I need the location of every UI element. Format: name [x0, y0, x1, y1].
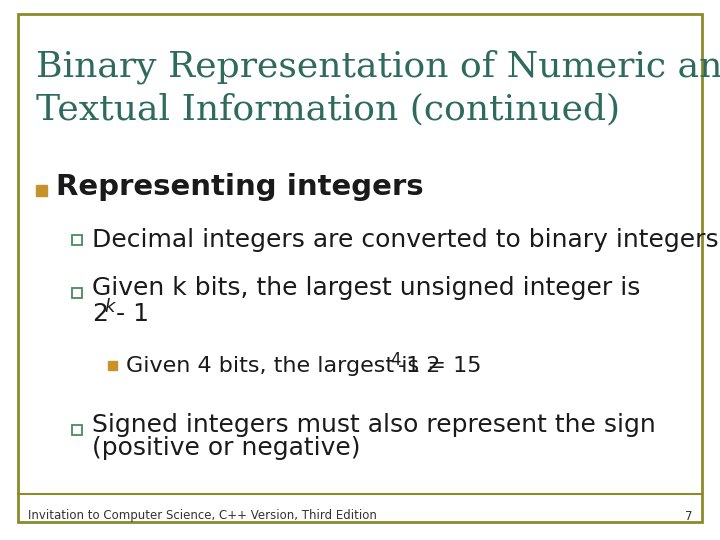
Text: Given 4 bits, the largest is 2: Given 4 bits, the largest is 2: [126, 356, 441, 376]
Text: (positive or negative): (positive or negative): [92, 436, 361, 460]
Bar: [72, 288, 82, 298]
Bar: [36, 185, 47, 196]
Text: Binary Representation of Numeric and
Textual Information (continued): Binary Representation of Numeric and Tex…: [36, 50, 720, 126]
Text: Invitation to Computer Science, C++ Version, Third Edition: Invitation to Computer Science, C++ Vers…: [28, 510, 377, 523]
Bar: [72, 235, 82, 245]
Text: Signed integers must also represent the sign: Signed integers must also represent the …: [92, 413, 656, 437]
Bar: [72, 425, 82, 435]
Text: Given k bits, the largest unsigned integer is: Given k bits, the largest unsigned integ…: [92, 276, 640, 300]
Text: Decimal integers are converted to binary integers: Decimal integers are converted to binary…: [92, 228, 719, 252]
Text: 7: 7: [685, 510, 692, 523]
Text: Representing integers: Representing integers: [56, 173, 423, 201]
Text: -1 = 15: -1 = 15: [398, 356, 482, 376]
Text: k: k: [104, 298, 114, 316]
Bar: [108, 361, 117, 370]
Text: - 1: - 1: [108, 302, 149, 326]
Text: 2: 2: [92, 302, 108, 326]
Text: 4: 4: [390, 351, 400, 369]
